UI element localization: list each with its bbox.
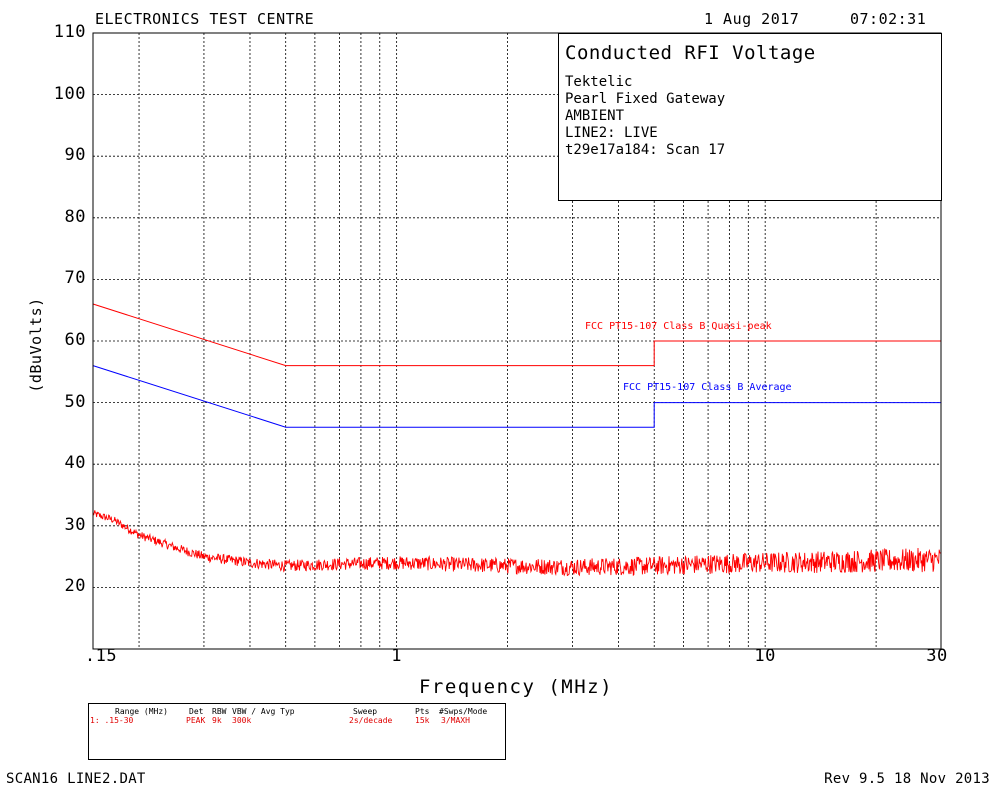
x-tick-label: 1 [391,646,402,666]
td-sweep: 2s/decade [349,716,393,725]
td-range: 1: .15-30 [90,716,134,725]
th-pts: Pts [415,707,430,716]
lab-name: ELECTRONICS TEST CENTRE [95,10,315,28]
y-tick-label: 110 [53,22,86,42]
info-line-scan: t29e17a184: Scan 17 [565,142,726,158]
chart-title: Conducted RFI Voltage [565,42,816,64]
data-file-name: SCAN16 LINE2.DAT [6,771,146,787]
td-pts: 15k [415,716,430,725]
info-line-product: Pearl Fixed Gateway [565,91,726,107]
plot-frame [92,32,942,650]
info-line-condition: AMBIENT [565,108,625,124]
th-sweep: Sweep [353,707,378,716]
td-det: PEAK [186,716,206,725]
td-rbw: 9k [212,716,222,725]
series-lines [92,303,942,577]
average-limit-label: FCC PT15-107 Class B Average [623,382,792,393]
y-tick-label: 80 [64,206,86,227]
quasi-peak-limit-line [92,303,941,367]
th-det: Det [189,707,204,716]
th-vbw: VBW / Avg Typ [232,707,295,716]
report-time: 07:02:31 [850,10,927,28]
y-tick-label: 50 [64,391,86,412]
test-info-box: Conducted RFI Voltage Tektelic Pearl Fix… [558,33,942,201]
x-tick-label: .15 [84,646,118,666]
analyzer-settings-table: Range (MHz) Det RBW VBW / Avg Typ Sweep … [88,703,506,760]
info-line-line: LINE2: LIVE [565,125,658,141]
td-swps-mode: 3/MAXH [441,716,470,725]
y-tick-label: 70 [64,268,86,289]
y-tick-label: 90 [64,145,86,166]
th-rbw: RBW [212,707,227,716]
x-tick-label: 10 [754,646,776,666]
software-revision: Rev 9.5 18 Nov 2013 [824,771,990,787]
y-tick-label: 30 [64,514,86,535]
info-line-manufacturer: Tektelic [565,74,633,90]
th-range: Range (MHz) [115,707,168,716]
y-tick-label: 100 [53,83,86,104]
y-tick-label: 40 [64,453,86,474]
average-limit-line [92,365,941,428]
th-swps-mode: #Swps/Mode [439,707,488,716]
x-tick-label: 30 [926,646,948,666]
y-axis-label: (dBuVolts) [27,297,45,393]
td-vbw: 300k [232,716,252,725]
report-date: 1 Aug 2017 [704,10,800,28]
x-axis-label: Frequency (MHz) [418,676,614,698]
peak-emission-trace [92,510,942,577]
y-tick-label: 20 [64,576,86,597]
quasi-peak-limit-label: FCC PT15-107 Class B Quasi-peak [585,321,772,332]
y-tick-label: 60 [64,330,86,350]
